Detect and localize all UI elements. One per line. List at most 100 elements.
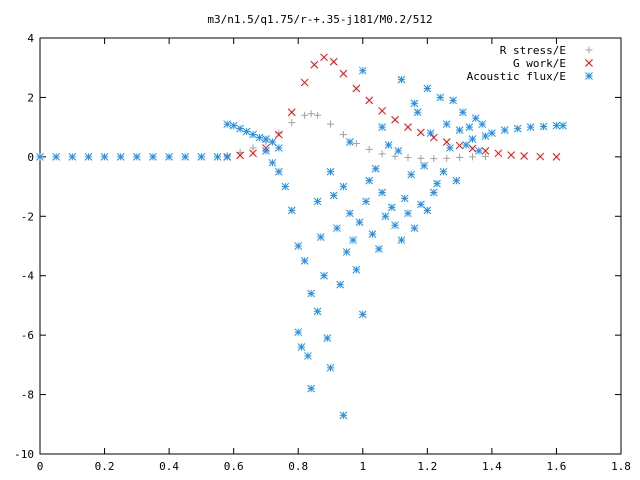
data-point bbox=[429, 133, 438, 142]
x-axis-tick-labels: 0 0.2 0.4 0.6 0.8 1 1.2 1.4 1.6 1.8 bbox=[37, 460, 631, 473]
data-point bbox=[410, 224, 419, 233]
data-point bbox=[313, 197, 322, 206]
data-point bbox=[287, 206, 296, 215]
data-point bbox=[288, 119, 296, 127]
data-point bbox=[346, 209, 354, 218]
data-point bbox=[442, 120, 451, 129]
plot-frame bbox=[39, 37, 622, 455]
data-point bbox=[275, 167, 283, 176]
y-tick-label: 2 bbox=[27, 91, 34, 104]
data-point bbox=[429, 188, 438, 197]
legend-label: G work/E bbox=[513, 57, 566, 70]
y-tick-label: 0 bbox=[27, 151, 34, 164]
data-point bbox=[314, 111, 322, 119]
data-point bbox=[275, 130, 283, 139]
data-point bbox=[297, 343, 306, 351]
data-point bbox=[375, 245, 383, 253]
data-point bbox=[327, 120, 334, 128]
data-point bbox=[391, 221, 399, 230]
data-point bbox=[313, 307, 322, 316]
data-point bbox=[465, 123, 474, 131]
data-point bbox=[552, 121, 561, 130]
data-point bbox=[458, 108, 467, 117]
data-point bbox=[468, 144, 477, 153]
data-point bbox=[371, 164, 380, 173]
data-point bbox=[358, 310, 367, 319]
data-point bbox=[36, 153, 44, 161]
x-tick-label: 1.2 bbox=[417, 460, 437, 473]
data-point bbox=[213, 153, 222, 161]
data-point bbox=[100, 153, 109, 161]
data-point bbox=[307, 384, 315, 393]
series-g-work-e bbox=[223, 53, 561, 161]
x-tick-label: 0.4 bbox=[159, 460, 179, 473]
legend-marker bbox=[585, 46, 593, 54]
data-point bbox=[468, 135, 477, 143]
data-point bbox=[439, 167, 448, 176]
data-point bbox=[481, 132, 490, 140]
data-point bbox=[281, 182, 290, 191]
data-point bbox=[394, 147, 403, 155]
data-point bbox=[404, 123, 412, 131]
x-tick-label: 0.2 bbox=[95, 460, 115, 473]
data-point bbox=[365, 96, 374, 105]
data-point bbox=[242, 127, 251, 136]
data-point bbox=[268, 138, 277, 146]
data-point bbox=[132, 153, 141, 161]
data-point bbox=[255, 133, 264, 142]
data-point bbox=[262, 135, 270, 143]
data-point bbox=[397, 75, 406, 84]
x-tick-label: 0 bbox=[37, 460, 44, 473]
legend-label: Acoustic flux/E bbox=[467, 70, 566, 83]
data-point bbox=[417, 200, 425, 209]
data-point bbox=[407, 170, 416, 179]
data-point bbox=[268, 158, 277, 167]
data-point bbox=[320, 53, 328, 62]
data-point bbox=[365, 176, 374, 185]
data-point bbox=[362, 197, 370, 206]
y-tick-label: 4 bbox=[27, 32, 34, 45]
data-point bbox=[223, 120, 232, 129]
data-point bbox=[471, 114, 480, 123]
y-tick-label: -2 bbox=[21, 210, 34, 223]
data-point bbox=[378, 106, 386, 115]
series-acoustic-flux-e bbox=[36, 66, 567, 420]
data-point bbox=[358, 66, 367, 75]
x-tick-label: 0.6 bbox=[224, 460, 244, 473]
data-point bbox=[478, 120, 487, 129]
data-point bbox=[300, 78, 309, 87]
data-point bbox=[294, 328, 303, 337]
data-point bbox=[307, 289, 315, 298]
data-point bbox=[329, 57, 338, 66]
y-tick-label: -6 bbox=[21, 329, 34, 342]
data-point bbox=[339, 131, 347, 139]
data-point bbox=[336, 280, 345, 289]
data-point bbox=[349, 236, 357, 244]
data-point bbox=[355, 218, 364, 227]
data-point bbox=[352, 265, 361, 274]
data-point bbox=[417, 128, 425, 137]
data-point bbox=[307, 110, 315, 118]
data-point bbox=[536, 152, 545, 161]
data-point bbox=[300, 257, 309, 265]
data-point bbox=[116, 153, 125, 161]
data-point bbox=[346, 138, 354, 146]
data-point bbox=[249, 130, 257, 139]
chart-title: m3/n1.5/q1.75/r-+.35-j181/M0.2/512 bbox=[207, 13, 432, 26]
data-point bbox=[456, 153, 464, 161]
data-point bbox=[84, 153, 93, 161]
data-point bbox=[326, 167, 335, 176]
data-point bbox=[426, 129, 435, 137]
data-point bbox=[539, 122, 548, 131]
data-point bbox=[378, 150, 386, 158]
data-point bbox=[507, 151, 516, 159]
data-point bbox=[513, 124, 522, 133]
data-point bbox=[236, 124, 244, 133]
data-point bbox=[52, 153, 60, 161]
data-point bbox=[391, 115, 399, 124]
data-point bbox=[294, 242, 303, 250]
x-tick-label: 1.4 bbox=[482, 460, 502, 473]
data-point bbox=[368, 230, 377, 238]
